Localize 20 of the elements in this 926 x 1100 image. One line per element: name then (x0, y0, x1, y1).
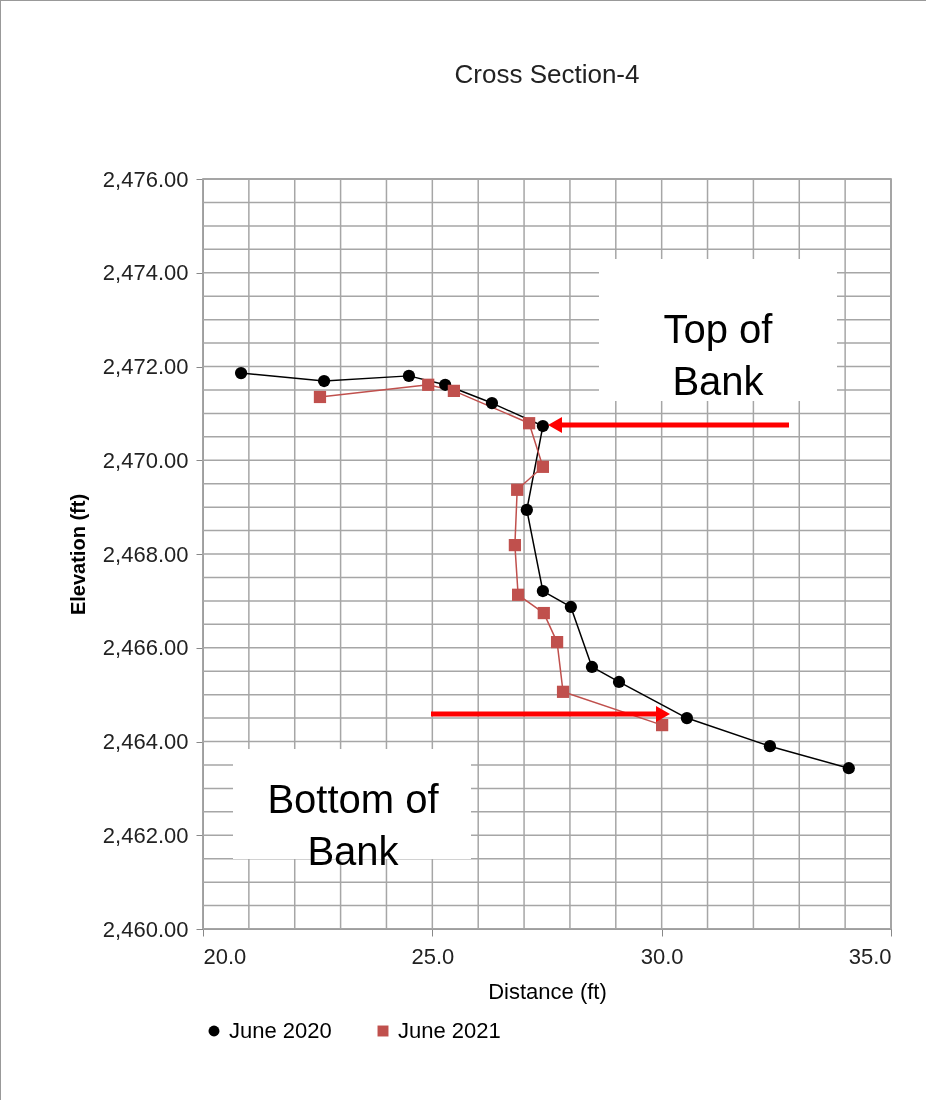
legend-label: June 2020 (229, 1018, 332, 1043)
annotation: Bottom of Bank (267, 777, 440, 873)
y-tick-label: 2,472.00 (102, 354, 189, 379)
y-tick-label: 2,468.00 (102, 541, 189, 567)
y-axis-title: Elevation (ft) (66, 493, 89, 616)
y-tick-label: 2,474.00 (102, 260, 189, 286)
chart-title: Cross Section-4 (454, 59, 640, 89)
legend-label: June 2021 (398, 1018, 501, 1043)
x-axis-title: Distance (ft) (488, 978, 607, 1004)
y-tick-label: 2,466.00 (102, 635, 189, 661)
y-tick-label: 2,476.00 (102, 166, 189, 192)
y-tick-label: 2,460.00 (102, 916, 189, 942)
x-tick-label: 30.0 (640, 943, 684, 969)
annotation: Top of Bank (663, 307, 774, 403)
x-tick-label: 35.0 (848, 943, 892, 969)
y-tick-label: 2,470.00 (102, 447, 189, 473)
y-tick-label: 2,462.00 (102, 822, 189, 848)
x-tick-label: 20.0 (203, 943, 247, 969)
y-tick-label: 2,464.00 (102, 729, 189, 754)
x-tick-label: 25.0 (411, 943, 455, 969)
